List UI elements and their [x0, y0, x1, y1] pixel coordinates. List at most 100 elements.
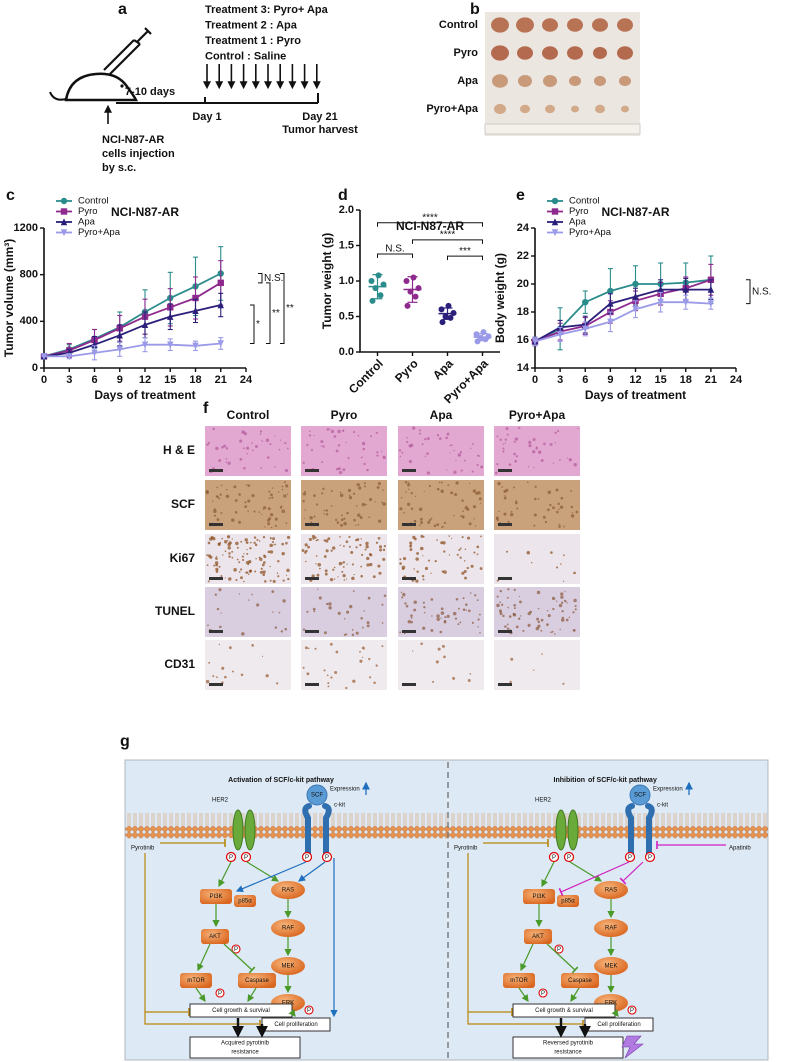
ihc-texture	[452, 611, 457, 616]
ihc-texture	[238, 593, 241, 595]
scale-bar	[498, 683, 512, 686]
ihc-texture	[503, 496, 507, 500]
ihc-texture	[285, 541, 288, 545]
ihc-texture	[239, 439, 243, 443]
mouse-icon	[64, 72, 139, 102]
ihc-texture	[359, 516, 363, 519]
data-point	[556, 331, 564, 339]
ihc-texture	[246, 453, 248, 455]
ihc-texture	[422, 578, 425, 581]
ihc-texture	[412, 426, 416, 430]
ihc-texture	[362, 447, 366, 451]
day-label: Day 1	[192, 111, 221, 123]
ihc-texture	[537, 607, 540, 610]
ihc-texture	[321, 492, 324, 495]
ihc-texture	[343, 579, 346, 581]
ihc-texture	[478, 613, 481, 616]
data-point	[657, 285, 664, 293]
ihc-texture	[573, 463, 577, 467]
x-tick-label: 12	[139, 374, 151, 386]
phospho-site	[627, 1005, 637, 1015]
ihc-texture	[277, 491, 280, 493]
lightning-icon	[621, 1035, 644, 1059]
ihc-texture	[338, 561, 343, 566]
ihc-texture	[454, 492, 458, 497]
ihc-texture	[519, 600, 522, 604]
ihc-texture	[269, 537, 272, 539]
her2-receptor	[232, 809, 244, 851]
ihc-texture	[532, 438, 536, 442]
ihc-texture	[262, 508, 264, 511]
x-tick-label: 12	[629, 374, 641, 386]
ihc-texture	[455, 459, 457, 462]
ihc-texture	[325, 549, 329, 553]
tumor	[520, 104, 530, 114]
ihc-texture	[330, 429, 335, 434]
tumor	[516, 17, 534, 33]
tumor	[621, 105, 629, 113]
ihc-texture	[215, 570, 219, 573]
ihc-texture	[254, 444, 258, 448]
inhibition-bar	[248, 966, 256, 974]
ihc-texture	[235, 541, 239, 546]
legend-marker	[551, 218, 559, 226]
inhibition-line	[467, 1012, 582, 1025]
tumor	[545, 104, 555, 114]
ihc-texture	[225, 447, 229, 450]
ihc-texture	[537, 450, 542, 455]
phospho-label: P	[218, 991, 222, 997]
ihc-image	[205, 426, 291, 476]
data-point	[369, 297, 376, 304]
significance-bracket	[250, 304, 255, 344]
panel-letter: g	[120, 733, 130, 750]
ihc-texture	[302, 492, 307, 496]
ihc-texture	[343, 521, 347, 526]
ihc-texture	[507, 588, 510, 591]
data-point	[632, 280, 639, 288]
data-point	[217, 340, 224, 348]
ihc-texture	[422, 555, 424, 557]
y-tick-label: 14	[517, 362, 530, 374]
ihc-texture	[540, 618, 544, 622]
ihc-texture	[440, 607, 444, 611]
panel-letter: f	[203, 400, 209, 417]
ihc-texture	[413, 608, 417, 612]
scale-bar	[305, 577, 319, 580]
ihc-texture	[359, 650, 361, 653]
ihc-texture	[281, 509, 286, 514]
ihc-texture	[241, 632, 245, 636]
ihc-texture	[215, 557, 218, 560]
ihc-texture	[253, 541, 256, 545]
legend-marker	[551, 197, 559, 205]
ihc-texture	[251, 593, 253, 596]
data-point	[368, 278, 375, 284]
x-tick-label: Control	[346, 356, 386, 396]
data-point	[167, 341, 174, 349]
drug-label: Pyrotinib	[131, 846, 155, 852]
ihc-texture	[280, 630, 284, 633]
ihc-texture	[503, 512, 507, 516]
node-label: AKT	[209, 934, 221, 940]
ihc-texture	[457, 453, 462, 457]
ihc-texture	[476, 545, 480, 549]
ihc-texture	[381, 622, 384, 624]
ihc-texture	[558, 523, 561, 525]
ihc-texture	[430, 598, 434, 601]
ihc-image	[398, 426, 484, 476]
inhibition-line	[560, 861, 630, 893]
treatment-label: Treatment 3: Pyro+ Apa	[205, 4, 329, 16]
ihc-texture	[573, 571, 576, 575]
signal-node	[523, 889, 555, 904]
ihc-texture	[572, 628, 576, 632]
inhibition-line	[223, 943, 253, 971]
ihc-texture	[467, 679, 471, 682]
ihc-texture	[498, 609, 503, 613]
ihc-texture	[218, 643, 221, 646]
ihc-texture	[253, 536, 257, 539]
ihc-texture	[366, 556, 370, 561]
ihc-texture	[423, 606, 426, 609]
ihc-texture	[307, 647, 310, 650]
ihc-texture	[380, 501, 383, 504]
ihc-texture	[281, 551, 285, 556]
ihc-texture	[381, 451, 383, 453]
